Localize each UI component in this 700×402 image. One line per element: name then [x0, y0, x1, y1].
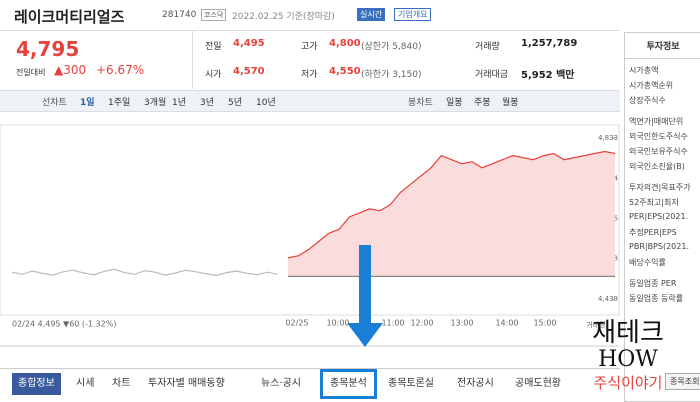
realtime-badge[interactable]: 실시간	[357, 8, 386, 21]
plot-frame	[0, 124, 620, 316]
x-tick-label: 13:00	[450, 319, 473, 328]
period-button[interactable]: 1년	[172, 98, 187, 108]
period-button[interactable]: 3년	[200, 98, 215, 108]
candle-button[interactable]: 월봉	[502, 98, 519, 108]
header: 레이크머티리얼즈 281740 코스닥 2022.02.25 기준(장마감) 실…	[0, 0, 620, 31]
side-item: 외국인한도주식수	[629, 132, 688, 141]
quote: 4,795 전일대비 ▲300 +6.67%	[0, 31, 193, 89]
candle-button[interactable]: 주봉	[474, 98, 491, 108]
side-item: 외국인소진율(B)	[629, 162, 685, 171]
watermark-line: 주식이야기	[593, 374, 663, 392]
stock-name: 레이크머티리얼즈	[14, 8, 125, 26]
area-fill	[287, 151, 615, 277]
change: ▲300	[54, 63, 87, 77]
summary-label: 고가	[301, 42, 318, 52]
tab[interactable]: 뉴스·공시	[261, 378, 301, 389]
x-tick-label: 10:00	[326, 319, 349, 328]
side-title: 투자정보	[625, 33, 700, 59]
period-button[interactable]: 3개월	[144, 98, 167, 108]
search-button[interactable]: 종목조회	[665, 373, 700, 390]
side-item: 액면가|매매단위	[629, 117, 684, 126]
watermark-line: HOW	[598, 347, 658, 372]
watermark: 재테크 HOW 주식이야기	[583, 318, 673, 394]
stock-code: 281740	[162, 10, 197, 20]
tab[interactable]: 전자공시	[457, 378, 494, 389]
summary-table: 전일 4,495 고가 4,800 (상한가 5,840) 거래량 1,257,789 시가 4…	[193, 31, 620, 89]
side-item: 시가총액	[629, 66, 659, 75]
period-button[interactable]: 1주일	[108, 98, 131, 108]
x-tick-label: 12:00	[410, 319, 433, 328]
date: 2022.02.25 기준(장마감)	[232, 12, 335, 22]
tab[interactable]: 종목토론실	[388, 378, 434, 389]
summary-label: 시가	[205, 70, 222, 80]
tab[interactable]: 차트	[112, 378, 131, 389]
side-item: 상장주식수	[629, 96, 666, 105]
change-label: 전일대비	[16, 68, 46, 77]
tab[interactable]: 투자자별 매매동향	[148, 378, 225, 389]
summary-value: 4,550	[329, 66, 361, 77]
watermark-line: 재테크	[592, 318, 664, 348]
summary-label: 전일	[205, 42, 222, 52]
arrow	[347, 245, 383, 347]
summary-label: 저가	[301, 70, 318, 80]
company-button[interactable]: 기업개요	[394, 8, 432, 21]
side-item: 추정PER|EPS	[629, 228, 677, 237]
period-button[interactable]: 1일	[80, 98, 95, 108]
x-tick-label: 02/25	[285, 319, 308, 328]
side-item: PBR|BPS(2021.	[629, 242, 689, 251]
period-button[interactable]: 5년	[228, 98, 243, 108]
tab[interactable]: 종합정보	[12, 373, 61, 395]
x-tick-label: 15:00	[533, 319, 556, 328]
y-tick-label: 4,833	[598, 134, 618, 142]
market-badge: 코스닥	[201, 9, 227, 21]
price-line	[287, 150, 616, 259]
summary-note: (하한가 3,150)	[361, 70, 422, 80]
side-item: 시가총액순위	[629, 81, 674, 90]
side-item: 외국인보유주식수	[629, 147, 688, 156]
price-line	[11, 268, 278, 277]
tab-bar: 종합정보 시세 차트 투자자별 매매동향 뉴스·공시 종목분석 종목토론실 전자공시 공매도현황	[0, 368, 620, 401]
summary-value: 1,257,789	[521, 38, 578, 49]
period-bar: 선차트 1일 1주일 3개월 1년 3년 5년 10년 봉차트 일봉 주봉 월봉	[0, 90, 620, 112]
summary-note: (상한가 5,840)	[361, 42, 422, 52]
tab[interactable]: 종목분석	[320, 369, 377, 399]
tab[interactable]: 시세	[76, 378, 95, 389]
side-item: 52주최고|최저	[629, 198, 679, 207]
side-item: 동일업종 PER	[629, 279, 677, 288]
side-item: 배당수익률	[629, 258, 666, 267]
candle-chart-label: 봉차트	[408, 98, 433, 108]
prev-day-label: 02/24 4,495 ▼60 (-1.32%)	[12, 320, 116, 329]
arrow-shaft	[359, 245, 371, 327]
rate: +6.67%	[96, 63, 145, 77]
arrow-head	[347, 323, 383, 347]
line-chart-label: 선차트	[42, 98, 67, 108]
side-item: PER|EPS(2021.	[629, 212, 689, 221]
side-item: 투자의견|목표주가	[629, 183, 691, 192]
price: 4,795	[16, 37, 80, 61]
summary-value: 4,495	[233, 38, 265, 49]
chart: 4,8334,7344,6364,5384,439거래량02/2510:0011…	[0, 124, 620, 347]
summary-value: 4,800	[329, 38, 361, 49]
volume-label: 거래량	[586, 320, 606, 329]
summary-label: 거래량	[475, 42, 500, 52]
y-tick-label: 4,439	[598, 295, 618, 303]
side-item: 동일업종 등락률	[629, 294, 684, 303]
x-tick-label: 11:00	[381, 319, 404, 328]
summary-value: 5,952 백만	[521, 70, 575, 81]
tab[interactable]: 공매도현황	[515, 378, 561, 389]
summary-label: 거래대금	[475, 70, 509, 80]
x-tick-label: 14:00	[495, 319, 518, 328]
candle-button[interactable]: 일봉	[446, 98, 463, 108]
summary-value: 4,570	[233, 66, 265, 77]
period-button[interactable]: 10년	[256, 98, 276, 108]
